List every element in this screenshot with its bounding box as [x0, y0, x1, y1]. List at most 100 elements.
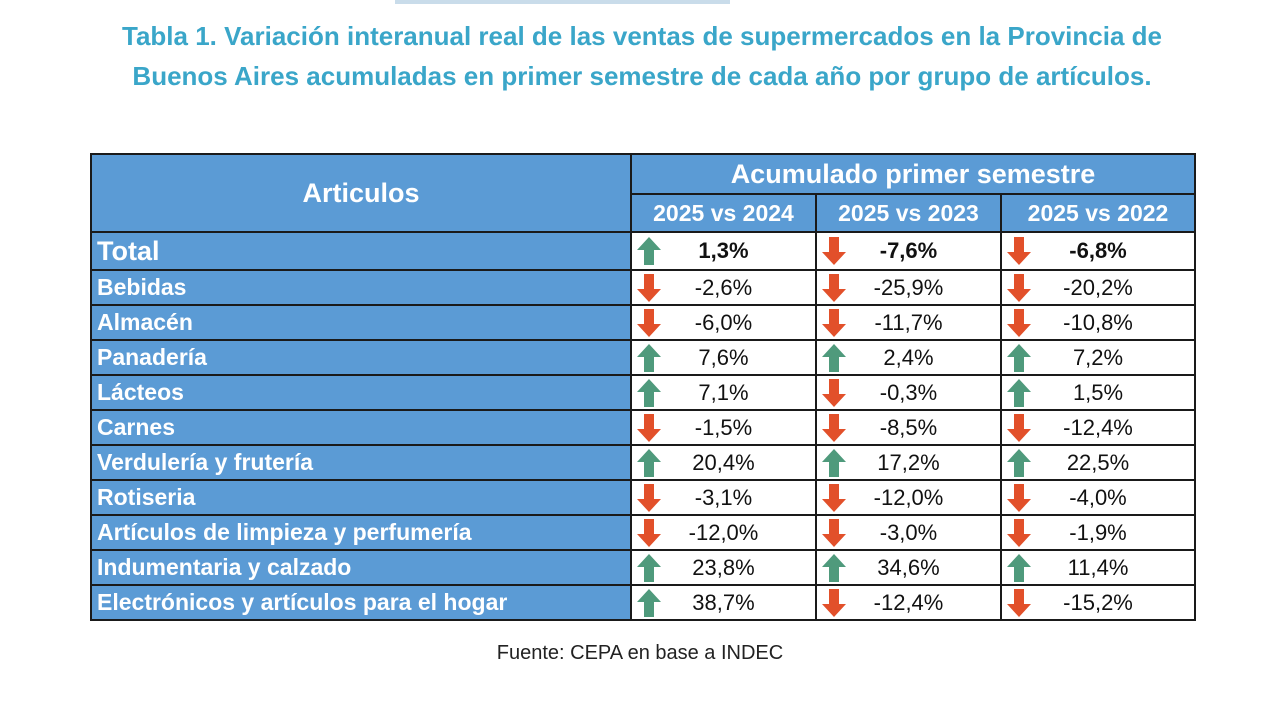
value-cell: 7,6% [630, 339, 817, 376]
arrow-down-icon [637, 308, 661, 337]
value-cell: -6,0% [630, 304, 817, 341]
table-row: Lácteos 7,1% -0,3% 1,5% [90, 374, 1197, 411]
table-row: Carnes -1,5% -8,5% -12,4% [90, 409, 1197, 446]
value-text: 34,6% [877, 554, 940, 580]
value-text: 1,5% [1072, 379, 1124, 405]
row-label: Lácteos [90, 374, 632, 411]
arrow-down-icon [637, 273, 661, 302]
value-cell: 11,4% [999, 549, 1197, 586]
value-text: -2,6% [694, 274, 753, 300]
table-row: Bebidas -2,6% -25,9% -20,2% [90, 269, 1197, 306]
header-2025-vs-2022: 2025 vs 2022 [999, 193, 1197, 233]
table-row: Almacén -6,0% -11,7% -10,8% [90, 304, 1197, 341]
value-cell: -1,9% [999, 514, 1197, 551]
table-row: Verdulería y frutería 20,4% 17,2% 22,5% [90, 444, 1197, 481]
source-note: Fuente: CEPA en base a INDEC [496, 642, 784, 664]
value-text: -25,9% [873, 274, 944, 300]
row-label: Bebidas [90, 269, 632, 306]
arrow-down-icon [1007, 518, 1031, 547]
value-cell: 2,4% [815, 339, 1002, 376]
arrow-up-icon [822, 343, 846, 372]
value-text: -8,5% [879, 414, 938, 440]
value-cell: -4,0% [999, 479, 1197, 516]
value-text: 17,2% [877, 449, 940, 475]
row-label: Total [90, 231, 632, 271]
arrow-down-icon [822, 378, 846, 407]
value-cell: -8,5% [815, 409, 1002, 446]
arrow-up-icon [1007, 448, 1031, 477]
row-label: Panadería [90, 339, 632, 376]
value-cell: -3,1% [630, 479, 817, 516]
row-label: Electrónicos y artículos para el hogar [90, 584, 632, 621]
value-cell: -12,4% [815, 584, 1002, 621]
value-text: -3,0% [879, 519, 938, 545]
sales-table: Articulos Acumulado primer semestre 2025… [90, 153, 1197, 621]
value-cell: -12,4% [999, 409, 1197, 446]
value-cell: -10,8% [999, 304, 1197, 341]
arrow-down-icon [822, 308, 846, 337]
row-label: Almacén [90, 304, 632, 341]
arrow-up-icon [822, 553, 846, 582]
arrow-down-icon [822, 237, 846, 265]
value-text: -15,2% [1063, 589, 1133, 615]
row-label: Artículos de limpieza y perfumería [90, 514, 632, 551]
arrow-up-icon [637, 553, 661, 582]
top-accent-bar [395, 0, 730, 4]
value-cell: -7,6% [815, 231, 1002, 271]
value-text: -10,8% [1063, 309, 1133, 335]
value-text: -12,4% [873, 589, 944, 615]
value-cell: 7,2% [999, 339, 1197, 376]
arrow-down-icon [822, 413, 846, 442]
value-cell: -12,0% [630, 514, 817, 551]
value-cell: -0,3% [815, 374, 1002, 411]
header-2025-vs-2023: 2025 vs 2023 [815, 193, 1002, 233]
value-cell: -1,5% [630, 409, 817, 446]
value-text: -4,0% [1069, 484, 1127, 510]
arrow-up-icon [822, 448, 846, 477]
arrow-down-icon [822, 483, 846, 512]
value-text: -7,6% [879, 238, 938, 263]
arrow-down-icon [1007, 413, 1031, 442]
arrow-up-icon [1007, 378, 1031, 407]
arrow-up-icon [1007, 343, 1031, 372]
arrow-up-icon [637, 237, 661, 265]
value-cell: -15,2% [999, 584, 1197, 621]
row-label: Carnes [90, 409, 632, 446]
arrow-down-icon [637, 483, 661, 512]
header-2025-vs-2024: 2025 vs 2024 [630, 193, 817, 233]
value-cell: -11,7% [815, 304, 1002, 341]
arrow-up-icon [1007, 553, 1031, 582]
arrow-down-icon [1007, 483, 1031, 512]
table-row: Rotiseria -3,1% -12,0% -4,0% [90, 479, 1197, 516]
header-articles: Articulos [90, 153, 632, 233]
value-cell: 23,8% [630, 549, 817, 586]
value-text: 7,6% [698, 344, 749, 370]
value-cell: 20,4% [630, 444, 817, 481]
arrow-up-icon [637, 448, 661, 477]
value-cell: -3,0% [815, 514, 1002, 551]
value-text: -6,8% [1069, 238, 1127, 263]
value-text: -3,1% [694, 484, 753, 510]
value-text: -1,5% [694, 414, 753, 440]
value-cell: -20,2% [999, 269, 1197, 306]
value-text: -20,2% [1063, 274, 1133, 300]
value-cell: -2,6% [630, 269, 817, 306]
value-text: -6,0% [694, 309, 753, 335]
value-cell: -6,8% [999, 231, 1197, 271]
value-text: 38,7% [692, 589, 755, 615]
arrow-down-icon [1007, 273, 1031, 302]
row-label: Indumentaria y calzado [90, 549, 632, 586]
arrow-down-icon [1007, 308, 1031, 337]
value-text: -12,4% [1063, 414, 1133, 440]
value-text: 23,8% [692, 554, 755, 580]
table-row: Indumentaria y calzado 23,8% 34,6% 11,4% [90, 549, 1197, 586]
value-cell: 38,7% [630, 584, 817, 621]
arrow-up-icon [637, 588, 661, 617]
table-title: Tabla 1. Variación interanual real de la… [122, 21, 1162, 91]
arrow-down-icon [637, 413, 661, 442]
value-text: -12,0% [688, 519, 759, 545]
value-text: 7,2% [1072, 344, 1124, 370]
arrow-down-icon [822, 588, 846, 617]
row-label: Verdulería y frutería [90, 444, 632, 481]
arrow-up-icon [637, 378, 661, 407]
